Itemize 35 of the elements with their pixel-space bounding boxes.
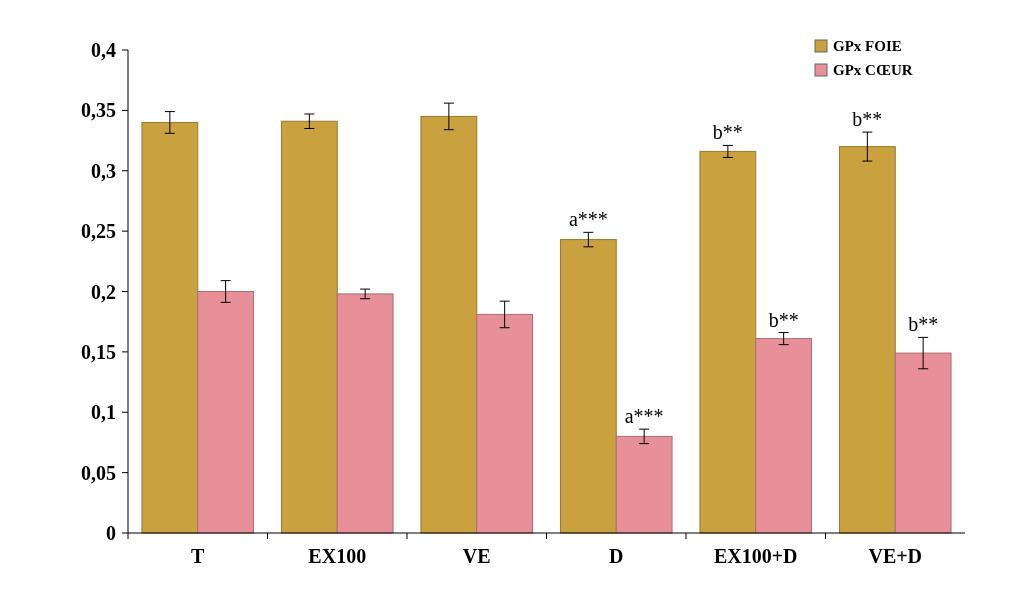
- bar: [699, 150, 757, 534]
- bar: [336, 293, 394, 534]
- y-tick-label: 0,1: [91, 401, 116, 424]
- y-tick-label: 0: [106, 522, 116, 544]
- annotation: a***: [568, 208, 608, 231]
- bar: [476, 313, 534, 534]
- x-tick-label: T: [191, 545, 206, 567]
- legend-label: GPx CŒUR: [833, 62, 913, 78]
- bar: [141, 121, 199, 534]
- bar: [615, 435, 673, 534]
- x-tick-label: VE: [462, 545, 491, 567]
- bar: [838, 146, 896, 534]
- y-tick-label: 0,15: [81, 340, 116, 363]
- bar: [755, 338, 813, 534]
- bar: [894, 352, 952, 534]
- x-tick-label: D: [609, 545, 624, 567]
- y-tick-label: 0,35: [81, 99, 116, 122]
- legend-label: GPx FOIE: [833, 38, 902, 54]
- bar: [420, 115, 478, 534]
- annotation: a***: [624, 405, 664, 428]
- x-tick-label: EX100: [308, 545, 367, 567]
- annotation: b**: [908, 313, 939, 336]
- annotation: b**: [852, 108, 883, 131]
- y-tick-label: 0,05: [81, 461, 116, 484]
- annotation: b**: [768, 308, 799, 331]
- x-tick-label: EX100+D: [713, 545, 798, 567]
- y-tick-label: 0,25: [81, 220, 116, 243]
- annotation: b**: [712, 121, 743, 144]
- bar: [559, 239, 617, 534]
- bar: [197, 291, 255, 534]
- x-tick-label: VE+D: [868, 545, 923, 567]
- bar: [280, 120, 338, 534]
- y-tick-label: 0,2: [91, 280, 116, 303]
- y-tick-label: 0,4: [91, 39, 116, 61]
- y-tick-label: 0,3: [91, 159, 116, 182]
